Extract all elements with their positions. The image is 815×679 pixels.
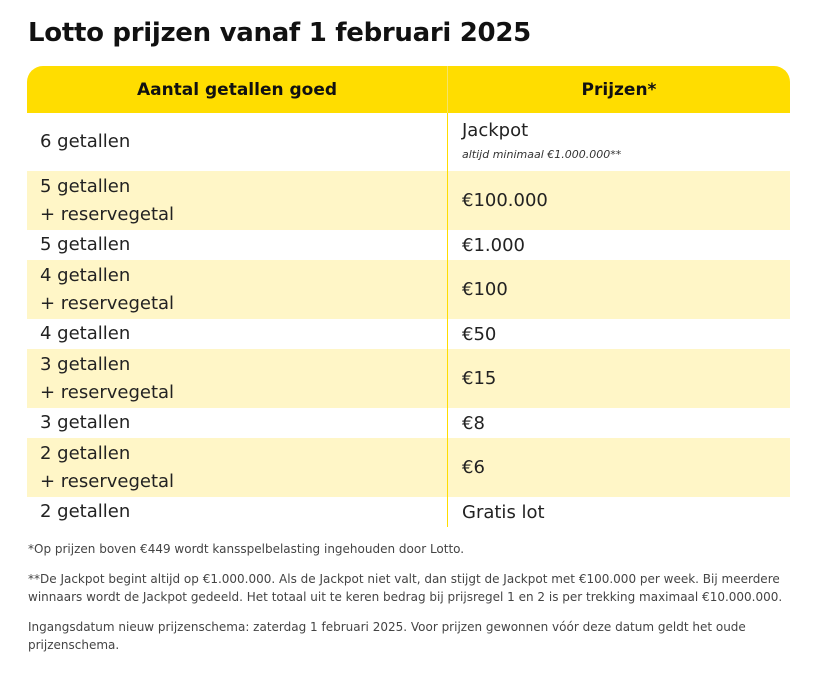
header-prizes: Prijzen* [581, 79, 657, 100]
matches-label: 4 getallen [40, 264, 131, 286]
bonus-label: + reservegetal [40, 292, 175, 314]
jackpot-note: altijd minimaal €1.000.000** [462, 147, 622, 161]
prize-cell: €15 [448, 349, 790, 408]
table-row: 3 getallen €8 [27, 408, 790, 438]
prize-cell: €100.000 [448, 171, 790, 230]
matches-label: 4 getallen [40, 323, 131, 344]
prize-cell: €6 [448, 438, 790, 497]
prize-value: €100 [462, 279, 508, 300]
prize-value: €15 [462, 368, 497, 389]
prize-cell: Gratis lot [448, 497, 790, 527]
matches-cell: 4 getallen [27, 319, 448, 349]
matches-label: 5 getallen [40, 234, 131, 255]
matches-label: 3 getallen [40, 353, 131, 375]
matches-cell: 2 getallen [27, 497, 448, 527]
prize-cell: Jackpot altijd minimaal €1.000.000** [448, 113, 790, 171]
table-row: 2 getallen Gratis lot [27, 497, 790, 527]
prize-value: €8 [462, 412, 485, 434]
prize-cell: €8 [448, 408, 790, 438]
page-title: Lotto prijzen vanaf 1 februari 2025 [28, 18, 531, 48]
table-row: 5 getallen + reservegetal €100.000 [27, 171, 790, 230]
prize-cell: €100 [448, 260, 790, 319]
matches-cell: 6 getallen [27, 113, 448, 171]
bonus-label: + reservegetal [40, 381, 175, 403]
table-row: 4 getallen €50 [27, 319, 790, 349]
table-row: 4 getallen + reservegetal €100 [27, 260, 790, 319]
prize-value: €1.000 [462, 234, 525, 256]
bonus-label: + reservegetal [40, 470, 175, 492]
prize-value: €100.000 [462, 190, 548, 211]
table-row: 2 getallen + reservegetal €6 [27, 438, 790, 497]
prize-cell: €1.000 [448, 230, 790, 260]
matches-label: 6 getallen [40, 131, 131, 152]
table-row: 5 getallen €1.000 [27, 230, 790, 260]
bonus-label: + reservegetal [40, 203, 175, 225]
prize-value: Jackpot [462, 119, 529, 141]
prize-value: €6 [462, 457, 485, 478]
prize-value: €50 [462, 323, 497, 345]
matches-cell: 5 getallen + reservegetal [27, 171, 448, 230]
prize-cell: €50 [448, 319, 790, 349]
matches-label: 5 getallen [40, 175, 131, 197]
matches-label: 2 getallen [40, 442, 131, 464]
matches-cell: 2 getallen + reservegetal [27, 438, 448, 497]
matches-cell: 5 getallen [27, 230, 448, 260]
table-header: Aantal getallen goed Prijzen* [27, 66, 790, 113]
header-matches: Aantal getallen goed [27, 66, 448, 113]
matches-label: 3 getallen [40, 412, 131, 433]
matches-cell: 4 getallen + reservegetal [27, 260, 448, 319]
table-row: 6 getallen Jackpot altijd minimaal €1.00… [27, 113, 790, 171]
matches-cell: 3 getallen [27, 408, 448, 438]
matches-label: 2 getallen [40, 501, 131, 522]
table-row: 3 getallen + reservegetal €15 [27, 349, 790, 408]
prize-value: Gratis lot [462, 501, 545, 523]
prize-table: Aantal getallen goed Prijzen* 6 getallen… [27, 66, 790, 527]
footnote-tax: *Op prijzen boven €449 wordt kansspelbel… [28, 542, 465, 556]
matches-cell: 3 getallen + reservegetal [27, 349, 448, 408]
footnote-effective-date: Ingangsdatum nieuw prijzenschema: zaterd… [28, 620, 746, 652]
footnote-jackpot: **De Jackpot begint altijd op €1.000.000… [28, 572, 783, 604]
